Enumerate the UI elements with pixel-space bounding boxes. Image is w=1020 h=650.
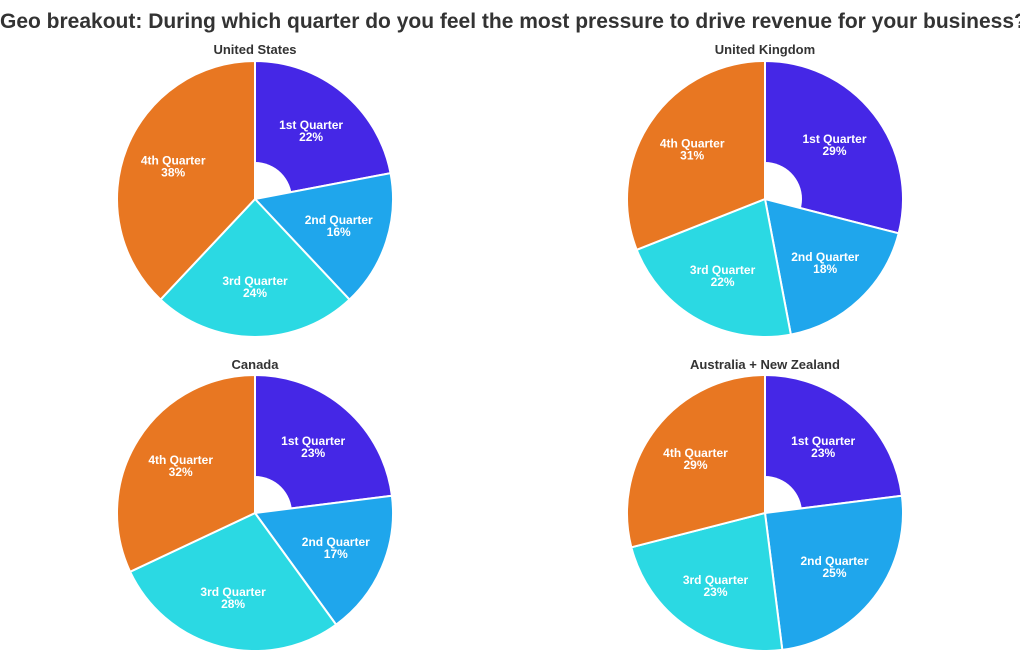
slice-label-3rd-quarter: 3rd Quarter xyxy=(200,585,266,599)
slice-value-2nd-quarter: 25% xyxy=(822,566,846,580)
slice-label-2nd-quarter: 2nd Quarter xyxy=(800,554,868,568)
slice-value-1st-quarter: 29% xyxy=(822,144,846,158)
slice-4th-quarter xyxy=(116,373,256,574)
slice-4th-quarter xyxy=(626,59,766,252)
slice-label-1st-quarter: 1st Quarter xyxy=(279,118,343,132)
chart-title: Canada xyxy=(232,357,280,372)
chart-title: United States xyxy=(213,42,296,57)
slice-value-3rd-quarter: 28% xyxy=(221,597,245,611)
slice-label-1st-quarter: 1st Quarter xyxy=(281,434,345,448)
slice-4th-quarter xyxy=(626,373,766,549)
slice-3rd-quarter xyxy=(128,511,338,650)
slice-value-2nd-quarter: 18% xyxy=(813,262,837,276)
slice-1st-quarter xyxy=(254,373,394,515)
slice-value-1st-quarter: 23% xyxy=(301,446,325,460)
slice-value-1st-quarter: 23% xyxy=(811,446,835,460)
slice-value-4th-quarter: 32% xyxy=(169,465,193,479)
slice-label-2nd-quarter: 2nd Quarter xyxy=(302,535,370,549)
slice-4th-quarter xyxy=(116,59,256,302)
slice-3rd-quarter xyxy=(159,197,351,339)
slice-value-4th-quarter: 31% xyxy=(680,149,704,163)
slice-1st-quarter xyxy=(254,59,392,201)
slice-3rd-quarter xyxy=(630,511,784,650)
slice-value-2nd-quarter: 17% xyxy=(324,547,348,561)
slice-value-4th-quarter: 29% xyxy=(683,458,707,472)
slice-label-4th-quarter: 4th Quarter xyxy=(660,137,725,151)
slice-label-1st-quarter: 1st Quarter xyxy=(791,434,855,448)
page-title: Geo breakout: During which quarter do yo… xyxy=(0,10,1020,33)
slice-label-2nd-quarter: 2nd Quarter xyxy=(305,213,373,227)
slice-value-3rd-quarter: 23% xyxy=(703,585,727,599)
slice-value-2nd-quarter: 16% xyxy=(327,225,351,239)
slice-label-1st-quarter: 1st Quarter xyxy=(802,132,866,146)
slice-label-4th-quarter: 4th Quarter xyxy=(663,446,728,460)
slice-label-3rd-quarter: 3rd Quarter xyxy=(683,573,749,587)
slice-1st-quarter xyxy=(764,373,904,515)
slice-2nd-quarter xyxy=(253,171,394,302)
slice-value-3rd-quarter: 22% xyxy=(711,275,735,289)
chart-title: United Kingdom xyxy=(715,42,815,57)
slice-label-3rd-quarter: 3rd Quarter xyxy=(690,263,756,277)
slice-value-3rd-quarter: 24% xyxy=(243,286,267,300)
slice-value-1st-quarter: 22% xyxy=(299,130,323,144)
slice-label-4th-quarter: 4th Quarter xyxy=(148,453,213,467)
slice-value-4th-quarter: 38% xyxy=(161,166,185,180)
slice-2nd-quarter xyxy=(253,494,394,627)
slice-2nd-quarter xyxy=(763,494,904,650)
slice-label-3rd-quarter: 3rd Quarter xyxy=(222,274,288,288)
slice-3rd-quarter xyxy=(635,197,793,338)
slice-label-2nd-quarter: 2nd Quarter xyxy=(791,250,859,264)
chart-title: Australia + New Zealand xyxy=(690,357,840,372)
slice-2nd-quarter xyxy=(763,197,900,336)
slice-label-4th-quarter: 4th Quarter xyxy=(141,154,206,168)
